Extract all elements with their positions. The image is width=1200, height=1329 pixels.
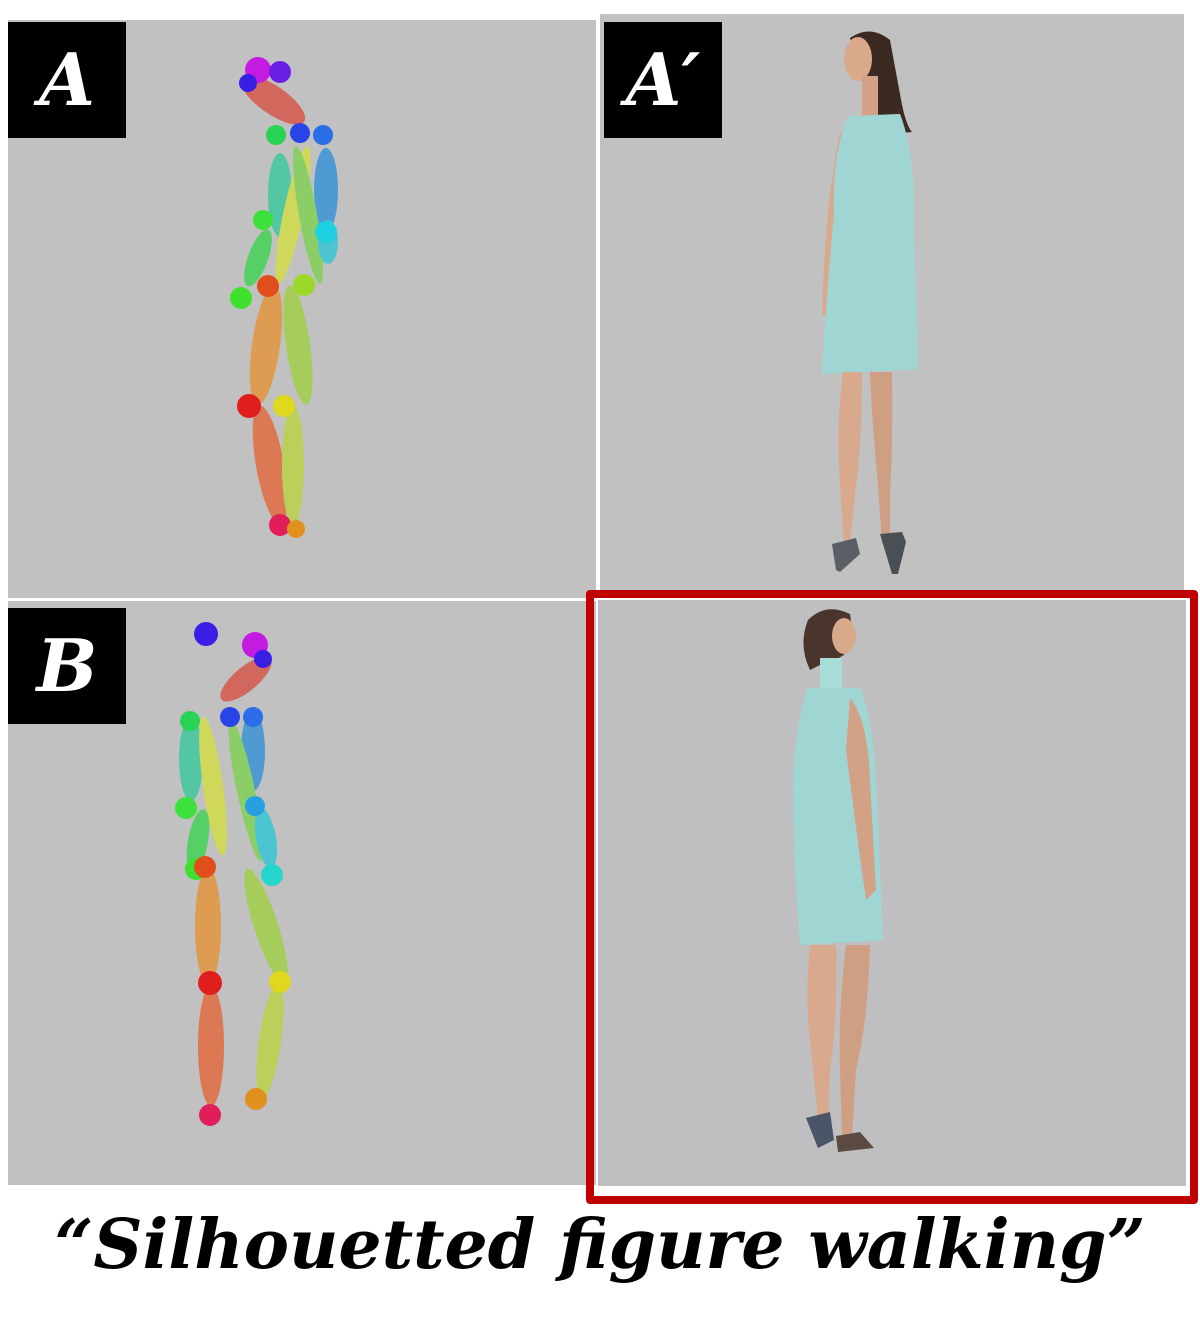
generated-photo-panel — [598, 600, 1186, 1186]
highlight-frame — [586, 590, 1198, 1204]
pose-skeleton-b — [175, 622, 291, 1126]
label-b: B — [8, 608, 126, 724]
woman-in-dress-image — [822, 31, 918, 574]
label-a-prime: A′ — [604, 22, 722, 138]
pose-skeleton-a — [230, 57, 338, 538]
label-a: A — [8, 22, 126, 138]
reference-photo-panel — [600, 14, 1184, 590]
generated-woman-image — [793, 609, 883, 1152]
caption: “Silhouetted figure walking” — [54, 1205, 1146, 1285]
pose-panel-a — [8, 20, 596, 598]
